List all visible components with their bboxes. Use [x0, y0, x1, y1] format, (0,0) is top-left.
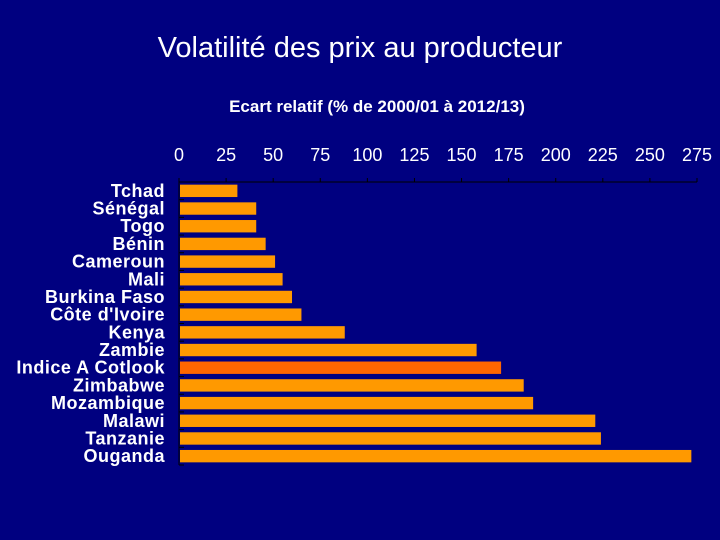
category-label: Zimbabwe — [73, 375, 165, 395]
slide-title: Volatilité des prix au producteur — [157, 32, 563, 64]
category-label: Côte d'Ivoire — [50, 305, 165, 325]
x-tick-label: 150 — [447, 145, 477, 165]
bar — [180, 184, 238, 198]
bar — [180, 449, 692, 463]
category-label: Mali — [128, 269, 165, 289]
axis-lines — [178, 181, 697, 466]
category-label: Burkina Faso — [45, 287, 165, 307]
bar — [180, 326, 345, 339]
bar — [180, 273, 283, 286]
x-tick-label: 50 — [263, 145, 283, 165]
bar — [180, 361, 502, 374]
category-label: Tanzanie — [85, 428, 165, 448]
chart-subtitle: Ecart relatif (% de 2000/01 à 2012/13) — [229, 97, 525, 116]
category-label: Indice A Cotlook — [16, 358, 165, 378]
x-tick-label: 200 — [541, 145, 571, 165]
category-label: Bénin — [112, 234, 165, 254]
x-tick-label: 250 — [635, 145, 665, 165]
category-label: Togo — [120, 216, 165, 236]
x-tick-label: 25 — [216, 145, 236, 165]
x-tick-label: 0 — [174, 145, 184, 165]
x-axis-ticks: 0 25 50 75 100 125 150 175 200 225 250 275 — [174, 145, 712, 182]
bar — [180, 308, 302, 321]
category-label: Mozambique — [51, 393, 165, 413]
bar — [180, 396, 534, 410]
category-label: Malawi — [103, 411, 165, 431]
bar — [180, 290, 293, 304]
bar — [180, 343, 477, 357]
bar — [180, 255, 276, 268]
x-tick-label: 275 — [682, 145, 712, 165]
bar — [180, 202, 257, 215]
bar — [180, 379, 524, 392]
bars — [180, 184, 692, 463]
x-tick-label: 100 — [352, 145, 382, 165]
x-tick-label: 225 — [588, 145, 618, 165]
category-label: Kenya — [108, 322, 165, 342]
bar — [180, 432, 601, 445]
bar — [180, 414, 596, 427]
bar — [180, 237, 266, 251]
category-label: Zambie — [99, 340, 165, 360]
category-label: Tchad — [111, 181, 165, 201]
category-label: Ouganda — [83, 446, 165, 466]
x-tick-label: 175 — [494, 145, 524, 165]
category-label: Cameroun — [72, 252, 165, 272]
x-tick-label: 75 — [310, 145, 330, 165]
bar — [180, 220, 257, 233]
category-label: Sénégal — [92, 199, 165, 219]
category-labels: TchadSénégalTogoBéninCamerounMaliBurkina… — [16, 181, 165, 466]
x-tick-label: 125 — [399, 145, 429, 165]
